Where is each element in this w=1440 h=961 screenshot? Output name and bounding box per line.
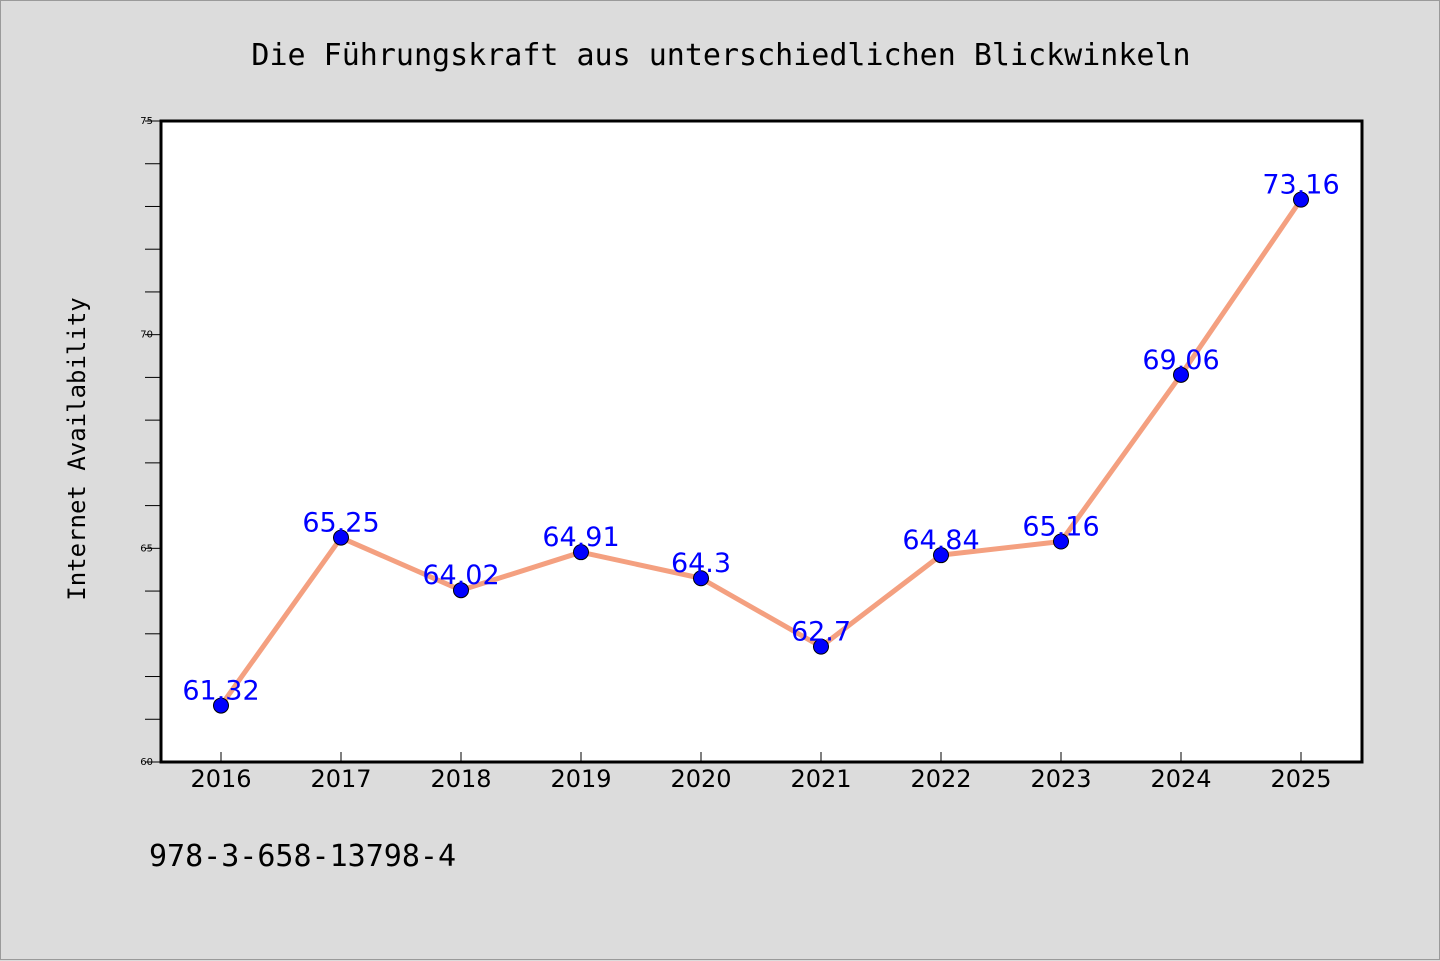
data-point [693,570,709,587]
x-tick-label: 2020 [670,765,731,793]
x-tick-label: 2021 [790,765,851,793]
data-label: 64.91 [542,522,619,553]
plot-border [159,119,1364,764]
data-point [933,547,949,564]
y-tick-label: 60 [140,757,153,768]
data-point [813,638,829,655]
x-tick-label: 2025 [1270,765,1331,793]
data-label: 64.3 [671,548,731,579]
plot-area [161,121,1362,762]
chart-title: Die Führungskraft aus unterschiedlichen … [251,38,1190,73]
data-label: 69.06 [1142,345,1219,376]
x-tick-label: 2023 [1030,765,1091,793]
data-label: 64.84 [902,525,979,556]
x-tick-label: 2016 [190,765,251,793]
data-point [1053,533,1069,550]
y-tick-label: 65 [140,543,153,554]
data-label: 65.16 [1022,511,1099,542]
x-tick-label: 2019 [550,765,611,793]
x-tick-label: 2024 [1150,765,1211,793]
x-axis: 2016 2017 2018 2019 2020 2021 2022 2023 2024 2025 [190,752,1332,793]
y-axis: 60 65 70 75 [140,116,161,768]
data-point [1293,191,1309,208]
data-point [333,529,349,546]
data-label: 62.7 [791,617,851,648]
x-tick-label: 2022 [910,765,971,793]
data-point [1173,366,1189,383]
data-point [453,582,469,599]
x-tick-label: 2018 [430,765,491,793]
series-layer: 61.32 65.25 64.02 64.91 64.3 62.7 64.84 65.16 69… [182,170,1340,714]
x-tick-label: 2017 [310,765,371,793]
isbn-text: 978-3-658-13798-4 [149,839,456,874]
data-label: 73.16 [1262,170,1339,201]
series-line [218,198,1304,708]
data-point [213,697,229,714]
data-label: 64.02 [422,560,499,591]
y-tick-label: 75 [140,116,153,127]
data-label: 65.25 [302,508,379,539]
data-point [573,544,589,561]
data-label: 61.32 [182,676,259,707]
y-axis-label: Internet Availability [63,297,91,600]
y-tick-label: 70 [140,330,153,341]
